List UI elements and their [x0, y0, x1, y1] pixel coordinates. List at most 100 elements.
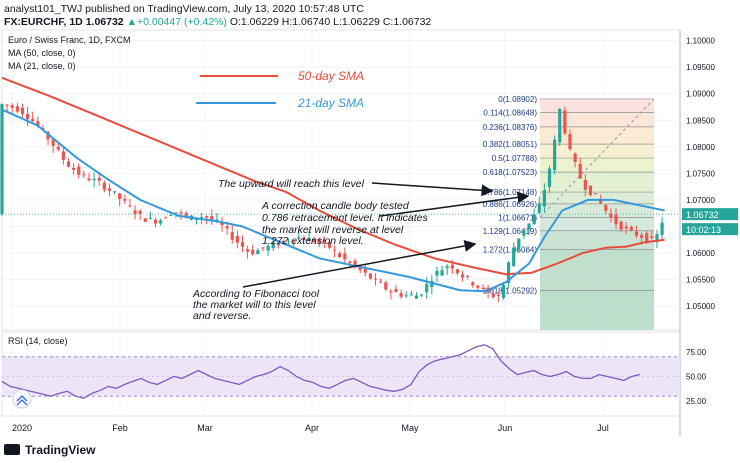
ma-line — [1, 108, 665, 293]
candle-body — [133, 210, 137, 215]
candle-body — [148, 217, 152, 219]
candle-body — [220, 222, 224, 226]
last-price-tag-label: 1.06732 — [686, 210, 719, 220]
candle-body — [169, 214, 173, 216]
candle-body — [82, 174, 86, 176]
candle-body — [532, 214, 536, 225]
annotation-fibonacci: and reverse. — [193, 310, 251, 322]
candle-body — [327, 242, 332, 248]
candle-body — [199, 217, 204, 219]
candle-body — [435, 270, 439, 276]
candle-body — [501, 284, 506, 298]
brand-text: TradingView — [25, 443, 96, 457]
candle-body — [143, 218, 147, 222]
rsi-line — [1, 344, 641, 399]
fib-zone — [540, 98, 654, 113]
sma50-legend-label: 50-day SMA — [298, 69, 364, 83]
y-axis-tick-label: 1.08500 — [686, 116, 715, 125]
x-axis-tick-label: Jul — [597, 423, 609, 433]
candle-body — [655, 234, 659, 243]
candle-body — [476, 285, 480, 288]
candle-body — [51, 139, 55, 146]
x-axis-tick-label: Mar — [197, 423, 213, 433]
candle-body — [460, 274, 465, 278]
candle-body — [123, 198, 127, 201]
y-axis-tick-label: 1.07500 — [686, 169, 715, 178]
y-axis-tick-label: 1.10000 — [686, 37, 715, 46]
collapse-button[interactable] — [12, 389, 32, 409]
fib-zone — [540, 112, 654, 127]
fib-zone — [540, 230, 654, 250]
fib-level-label: 0.886(1.06926) — [483, 200, 538, 209]
candle-body — [614, 214, 618, 225]
candle-body — [522, 230, 526, 236]
candle-body — [215, 219, 219, 221]
candle-body — [261, 247, 265, 249]
time-tag — [682, 223, 738, 236]
candle-body — [604, 205, 608, 211]
candle-body — [235, 236, 239, 243]
candle-body — [25, 113, 30, 120]
candle-body — [138, 210, 142, 214]
candle-body — [36, 121, 40, 126]
candle-body — [445, 266, 449, 269]
candle-body — [624, 226, 628, 229]
candle-body — [302, 238, 306, 241]
fib-zone — [540, 144, 654, 159]
last-price-tag — [682, 208, 738, 221]
fib-zone — [540, 172, 654, 193]
candle-body — [450, 264, 454, 269]
candle-body — [353, 260, 357, 267]
tradingview-icon — [4, 444, 20, 455]
ma50-label: MA (50, close, 0) — [8, 48, 76, 58]
tradingview-logo[interactable]: TradingView — [4, 443, 95, 457]
candle-body — [72, 167, 76, 170]
candle-body — [240, 241, 245, 247]
annotation-fibonacci: the market will to this level — [193, 299, 316, 311]
candle-body — [297, 237, 301, 239]
candle-body — [118, 193, 122, 199]
candle-body — [399, 293, 403, 297]
close-value: C:1.06732 — [382, 16, 432, 28]
y-axis-tick-label: 1.09500 — [686, 63, 715, 72]
price-change: +0.00447 (+0.42%) — [136, 16, 227, 28]
candle-body — [164, 217, 168, 219]
chevrons-up-icon — [16, 395, 28, 406]
candle-body — [558, 108, 562, 143]
candle-body — [281, 240, 286, 242]
candle-body — [87, 178, 91, 181]
candle-body — [379, 281, 383, 283]
candle-body — [348, 261, 352, 264]
candle-body — [506, 262, 511, 284]
fib-level-label: 0(1.08902) — [498, 95, 537, 104]
change-arrow-icon: ▲ — [126, 16, 137, 28]
candle-body — [210, 216, 214, 220]
candle-body — [619, 221, 623, 230]
fib-level-label: 1.618(1.05292) — [483, 287, 538, 296]
candle-body — [430, 280, 434, 287]
annotation-correction: 1.272 extension level. — [262, 235, 364, 247]
y-axis-tick-label: 1.05000 — [686, 302, 715, 311]
candle-body — [599, 198, 603, 204]
candle-body — [312, 239, 316, 243]
candle-body — [466, 275, 470, 277]
candle-body — [481, 287, 485, 289]
candle-body — [358, 266, 362, 271]
candle-body — [31, 118, 35, 122]
x-axis-tick-label: Feb — [112, 423, 128, 433]
candle-body — [61, 151, 66, 160]
candle-body — [97, 177, 101, 181]
rsi-axis-tick-label: 75.00 — [686, 348, 707, 357]
candle-body — [553, 139, 557, 171]
candle-body — [588, 185, 593, 196]
fib-level-label: 0.786(1.07148) — [483, 188, 538, 197]
fib-level-label: 0.5(1.07788) — [492, 154, 538, 163]
x-axis-tick-label: 2020 — [12, 423, 32, 433]
fib-level-label: 0.618(1.07523) — [483, 168, 538, 177]
price-chart[interactable]: 1.10000 1.09500 1.09000 1.08500 1.08000 1.075… — [0, 0, 740, 441]
candle-body — [286, 241, 291, 243]
y-axis-tick-label: 1.08000 — [686, 143, 715, 152]
low-value: L:1.06229 — [333, 16, 380, 28]
candle-body — [409, 294, 413, 296]
candle-body — [363, 268, 367, 273]
